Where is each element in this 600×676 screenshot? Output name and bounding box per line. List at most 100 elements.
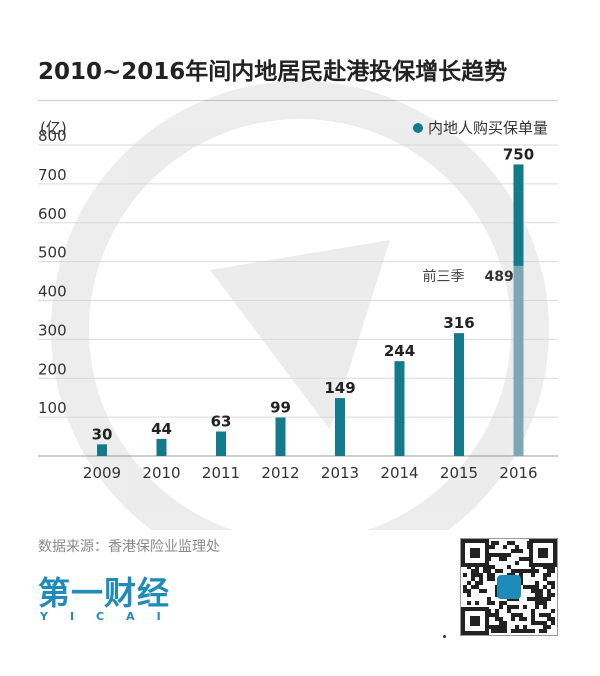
qr-cell — [531, 589, 535, 593]
qr-cell — [531, 609, 535, 613]
qr-cell — [515, 625, 519, 629]
qr-cell — [463, 573, 467, 577]
y-tick-label: 400 — [38, 283, 67, 301]
y-tick-label: 700 — [38, 166, 67, 184]
qr-cell — [539, 593, 543, 597]
qr-cell — [531, 597, 535, 601]
qr-cell — [479, 573, 483, 577]
qr-cell — [479, 589, 483, 593]
qr-cell — [495, 541, 499, 545]
qr-cell — [547, 573, 551, 577]
qr-cell — [531, 621, 535, 625]
qr-cell — [543, 605, 547, 609]
qr-cell — [547, 597, 551, 601]
qr-cell — [535, 597, 539, 601]
x-tick-label: 2010 — [142, 464, 180, 482]
bar-2010 — [156, 438, 167, 456]
qr-cell — [515, 545, 519, 549]
qr-cell — [543, 585, 547, 589]
qr-cell — [503, 601, 507, 605]
qr-cell — [503, 553, 507, 557]
qr-cell — [519, 613, 523, 617]
title-divider — [38, 100, 558, 101]
qr-cell — [511, 629, 515, 633]
qr-cell — [503, 621, 507, 625]
qr-cell — [519, 617, 523, 621]
grid-lines — [38, 144, 558, 457]
bar-2014 — [394, 361, 405, 456]
qr-cell — [495, 569, 499, 573]
qr-cell — [523, 605, 527, 609]
logo-subtext: YICAI — [40, 610, 183, 623]
qr-cell — [499, 601, 503, 605]
y-axis-ticks: 100 200 300 400 500 600 700 800 — [38, 127, 67, 417]
qr-cell — [523, 629, 527, 633]
data-label: 750 — [503, 145, 534, 163]
qr-cell — [531, 613, 535, 617]
qr-cell — [491, 577, 495, 581]
qr-cell — [547, 613, 551, 617]
qr-cell — [479, 577, 483, 581]
qr-cell — [467, 601, 471, 605]
qr-cell — [511, 541, 515, 545]
qr-cell — [547, 581, 551, 585]
qr-cell — [495, 617, 499, 621]
qr-cell — [531, 585, 535, 589]
data-label: 63 — [211, 413, 232, 431]
qr-cell — [487, 601, 491, 605]
x-tick-label: 2016 — [499, 464, 537, 482]
qr-cell — [539, 621, 543, 625]
qr-pattern — [461, 539, 557, 635]
qr-cell — [543, 613, 547, 617]
qr-cell — [547, 589, 551, 593]
qr-cell — [475, 581, 479, 585]
qr-cell — [499, 569, 503, 573]
x-tick-label: 2009 — [83, 464, 121, 482]
qr-cell — [547, 569, 551, 573]
qr-cell — [535, 569, 539, 573]
annotation: 前三季 489 — [423, 268, 514, 285]
x-tick-label: 2011 — [202, 464, 240, 482]
qr-cell — [487, 577, 491, 581]
bars: 30 44 63 99 149 244 316 750 — [92, 145, 534, 456]
qr-cell — [523, 569, 527, 573]
y-axis-label: (亿) — [40, 119, 67, 137]
qr-cell — [539, 601, 543, 605]
qr-cell — [491, 629, 495, 633]
qr-cell — [507, 609, 511, 613]
qr-cell — [511, 617, 515, 621]
qr-cell — [519, 549, 523, 553]
qr-cell — [507, 541, 511, 545]
qr-cell — [519, 569, 523, 573]
data-label: 316 — [443, 314, 474, 332]
qr-cell — [535, 593, 539, 597]
qr-cell — [535, 601, 539, 605]
qr-code — [460, 538, 558, 636]
qr-cell — [527, 629, 531, 633]
qr-cell — [531, 569, 535, 573]
qr-cell — [531, 629, 535, 633]
qr-finder-center — [538, 548, 548, 558]
bar-2009 — [97, 444, 107, 456]
qr-cell — [491, 601, 495, 605]
qr-cell — [495, 609, 499, 613]
qr-cell — [487, 569, 491, 573]
bar-2015 — [454, 333, 464, 456]
qr-cell — [539, 629, 543, 633]
qr-finder — [461, 539, 489, 567]
data-label: 244 — [384, 342, 415, 360]
qr-cell — [467, 581, 471, 585]
qr-cell — [543, 629, 547, 633]
qr-cell — [495, 553, 499, 557]
qr-cell — [491, 541, 495, 545]
qr-cell — [491, 553, 495, 557]
bar-2016-q3 — [513, 265, 524, 456]
qr-cell — [471, 577, 475, 581]
y-tick-label: 800 — [38, 127, 67, 145]
qr-cell — [515, 605, 519, 609]
qr-cell — [527, 569, 531, 573]
qr-cell — [515, 629, 519, 633]
qr-cell — [519, 629, 523, 633]
qr-cell — [499, 553, 503, 557]
